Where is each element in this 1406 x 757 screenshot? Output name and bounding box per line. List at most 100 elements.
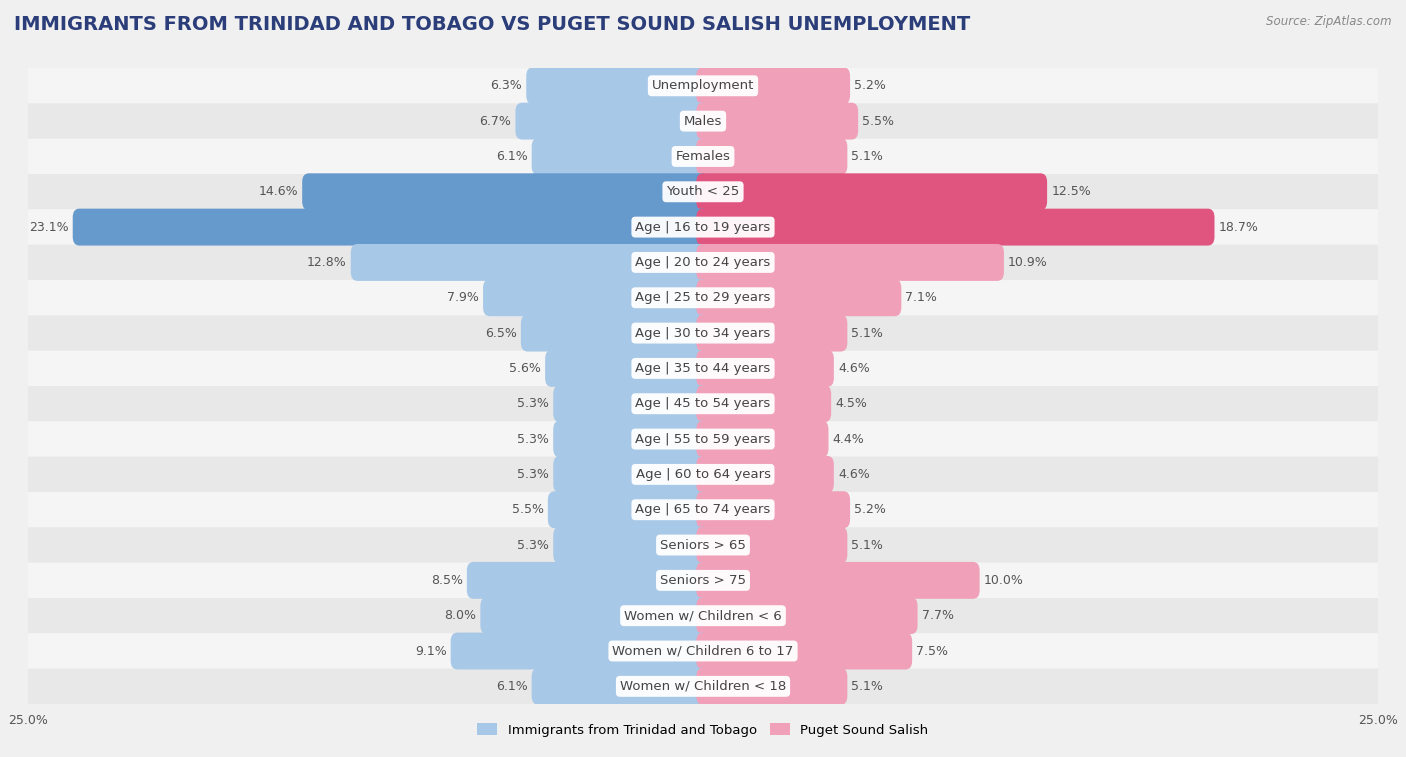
Text: 5.2%: 5.2% bbox=[855, 79, 886, 92]
Text: 6.7%: 6.7% bbox=[479, 114, 512, 128]
FancyBboxPatch shape bbox=[28, 139, 1378, 174]
Text: IMMIGRANTS FROM TRINIDAD AND TOBAGO VS PUGET SOUND SALISH UNEMPLOYMENT: IMMIGRANTS FROM TRINIDAD AND TOBAGO VS P… bbox=[14, 15, 970, 34]
FancyBboxPatch shape bbox=[696, 350, 834, 387]
FancyBboxPatch shape bbox=[696, 209, 1215, 245]
FancyBboxPatch shape bbox=[696, 244, 1004, 281]
Text: 5.1%: 5.1% bbox=[852, 680, 883, 693]
Text: 5.3%: 5.3% bbox=[517, 397, 550, 410]
FancyBboxPatch shape bbox=[696, 527, 848, 563]
Text: Age | 65 to 74 years: Age | 65 to 74 years bbox=[636, 503, 770, 516]
FancyBboxPatch shape bbox=[28, 280, 1378, 316]
FancyBboxPatch shape bbox=[531, 138, 710, 175]
FancyBboxPatch shape bbox=[696, 138, 848, 175]
FancyBboxPatch shape bbox=[696, 456, 834, 493]
Text: 5.5%: 5.5% bbox=[862, 114, 894, 128]
Text: 6.3%: 6.3% bbox=[491, 79, 522, 92]
FancyBboxPatch shape bbox=[28, 210, 1378, 245]
Text: Seniors > 65: Seniors > 65 bbox=[659, 538, 747, 552]
FancyBboxPatch shape bbox=[696, 67, 851, 104]
Text: 6.1%: 6.1% bbox=[496, 150, 527, 163]
Text: 8.5%: 8.5% bbox=[430, 574, 463, 587]
Text: Age | 25 to 29 years: Age | 25 to 29 years bbox=[636, 291, 770, 304]
Text: Age | 55 to 59 years: Age | 55 to 59 years bbox=[636, 432, 770, 446]
FancyBboxPatch shape bbox=[531, 668, 710, 705]
Text: 5.3%: 5.3% bbox=[517, 432, 550, 446]
FancyBboxPatch shape bbox=[28, 528, 1378, 562]
FancyBboxPatch shape bbox=[28, 422, 1378, 456]
Text: 9.1%: 9.1% bbox=[415, 644, 447, 658]
Text: 5.3%: 5.3% bbox=[517, 538, 550, 552]
Text: 7.1%: 7.1% bbox=[905, 291, 938, 304]
Text: 8.0%: 8.0% bbox=[444, 609, 477, 622]
Text: Source: ZipAtlas.com: Source: ZipAtlas.com bbox=[1267, 15, 1392, 28]
Text: 23.1%: 23.1% bbox=[30, 220, 69, 234]
Text: Age | 35 to 44 years: Age | 35 to 44 years bbox=[636, 362, 770, 375]
Text: 6.1%: 6.1% bbox=[496, 680, 527, 693]
Text: 7.5%: 7.5% bbox=[917, 644, 948, 658]
FancyBboxPatch shape bbox=[73, 209, 710, 245]
FancyBboxPatch shape bbox=[516, 103, 710, 139]
Text: 10.9%: 10.9% bbox=[1008, 256, 1047, 269]
FancyBboxPatch shape bbox=[546, 350, 710, 387]
Text: 5.1%: 5.1% bbox=[852, 538, 883, 552]
FancyBboxPatch shape bbox=[28, 350, 1378, 386]
Text: Males: Males bbox=[683, 114, 723, 128]
Legend: Immigrants from Trinidad and Tobago, Puget Sound Salish: Immigrants from Trinidad and Tobago, Pug… bbox=[472, 718, 934, 742]
FancyBboxPatch shape bbox=[696, 597, 918, 634]
Text: 6.5%: 6.5% bbox=[485, 326, 517, 340]
FancyBboxPatch shape bbox=[553, 385, 710, 422]
FancyBboxPatch shape bbox=[28, 245, 1378, 280]
FancyBboxPatch shape bbox=[28, 668, 1378, 704]
FancyBboxPatch shape bbox=[696, 279, 901, 316]
Text: 7.7%: 7.7% bbox=[922, 609, 953, 622]
FancyBboxPatch shape bbox=[696, 385, 831, 422]
FancyBboxPatch shape bbox=[28, 598, 1378, 634]
FancyBboxPatch shape bbox=[28, 634, 1378, 668]
Text: 10.0%: 10.0% bbox=[984, 574, 1024, 587]
Text: Age | 60 to 64 years: Age | 60 to 64 years bbox=[636, 468, 770, 481]
Text: 4.6%: 4.6% bbox=[838, 362, 870, 375]
FancyBboxPatch shape bbox=[520, 315, 710, 351]
Text: 5.5%: 5.5% bbox=[512, 503, 544, 516]
Text: 4.4%: 4.4% bbox=[832, 432, 865, 446]
FancyBboxPatch shape bbox=[526, 67, 710, 104]
FancyBboxPatch shape bbox=[696, 562, 980, 599]
Text: 18.7%: 18.7% bbox=[1219, 220, 1258, 234]
Text: Age | 16 to 19 years: Age | 16 to 19 years bbox=[636, 220, 770, 234]
Text: 5.6%: 5.6% bbox=[509, 362, 541, 375]
FancyBboxPatch shape bbox=[302, 173, 710, 210]
FancyBboxPatch shape bbox=[451, 633, 710, 669]
Text: 4.6%: 4.6% bbox=[838, 468, 870, 481]
FancyBboxPatch shape bbox=[553, 527, 710, 563]
Text: Age | 20 to 24 years: Age | 20 to 24 years bbox=[636, 256, 770, 269]
FancyBboxPatch shape bbox=[696, 668, 848, 705]
Text: Females: Females bbox=[675, 150, 731, 163]
FancyBboxPatch shape bbox=[696, 633, 912, 669]
FancyBboxPatch shape bbox=[484, 279, 710, 316]
Text: 5.2%: 5.2% bbox=[855, 503, 886, 516]
Text: Women w/ Children 6 to 17: Women w/ Children 6 to 17 bbox=[613, 644, 793, 658]
Text: Youth < 25: Youth < 25 bbox=[666, 185, 740, 198]
FancyBboxPatch shape bbox=[553, 456, 710, 493]
Text: 12.8%: 12.8% bbox=[307, 256, 347, 269]
FancyBboxPatch shape bbox=[553, 421, 710, 457]
Text: Women w/ Children < 18: Women w/ Children < 18 bbox=[620, 680, 786, 693]
Text: 5.1%: 5.1% bbox=[852, 326, 883, 340]
Text: Unemployment: Unemployment bbox=[652, 79, 754, 92]
FancyBboxPatch shape bbox=[28, 492, 1378, 528]
FancyBboxPatch shape bbox=[696, 103, 858, 139]
Text: 4.5%: 4.5% bbox=[835, 397, 868, 410]
FancyBboxPatch shape bbox=[696, 173, 1047, 210]
Text: 5.3%: 5.3% bbox=[517, 468, 550, 481]
Text: Age | 30 to 34 years: Age | 30 to 34 years bbox=[636, 326, 770, 340]
FancyBboxPatch shape bbox=[28, 174, 1378, 210]
FancyBboxPatch shape bbox=[28, 456, 1378, 492]
FancyBboxPatch shape bbox=[696, 491, 851, 528]
Text: Age | 45 to 54 years: Age | 45 to 54 years bbox=[636, 397, 770, 410]
FancyBboxPatch shape bbox=[28, 562, 1378, 598]
Text: Women w/ Children < 6: Women w/ Children < 6 bbox=[624, 609, 782, 622]
FancyBboxPatch shape bbox=[28, 316, 1378, 350]
FancyBboxPatch shape bbox=[481, 597, 710, 634]
FancyBboxPatch shape bbox=[467, 562, 710, 599]
FancyBboxPatch shape bbox=[696, 421, 828, 457]
